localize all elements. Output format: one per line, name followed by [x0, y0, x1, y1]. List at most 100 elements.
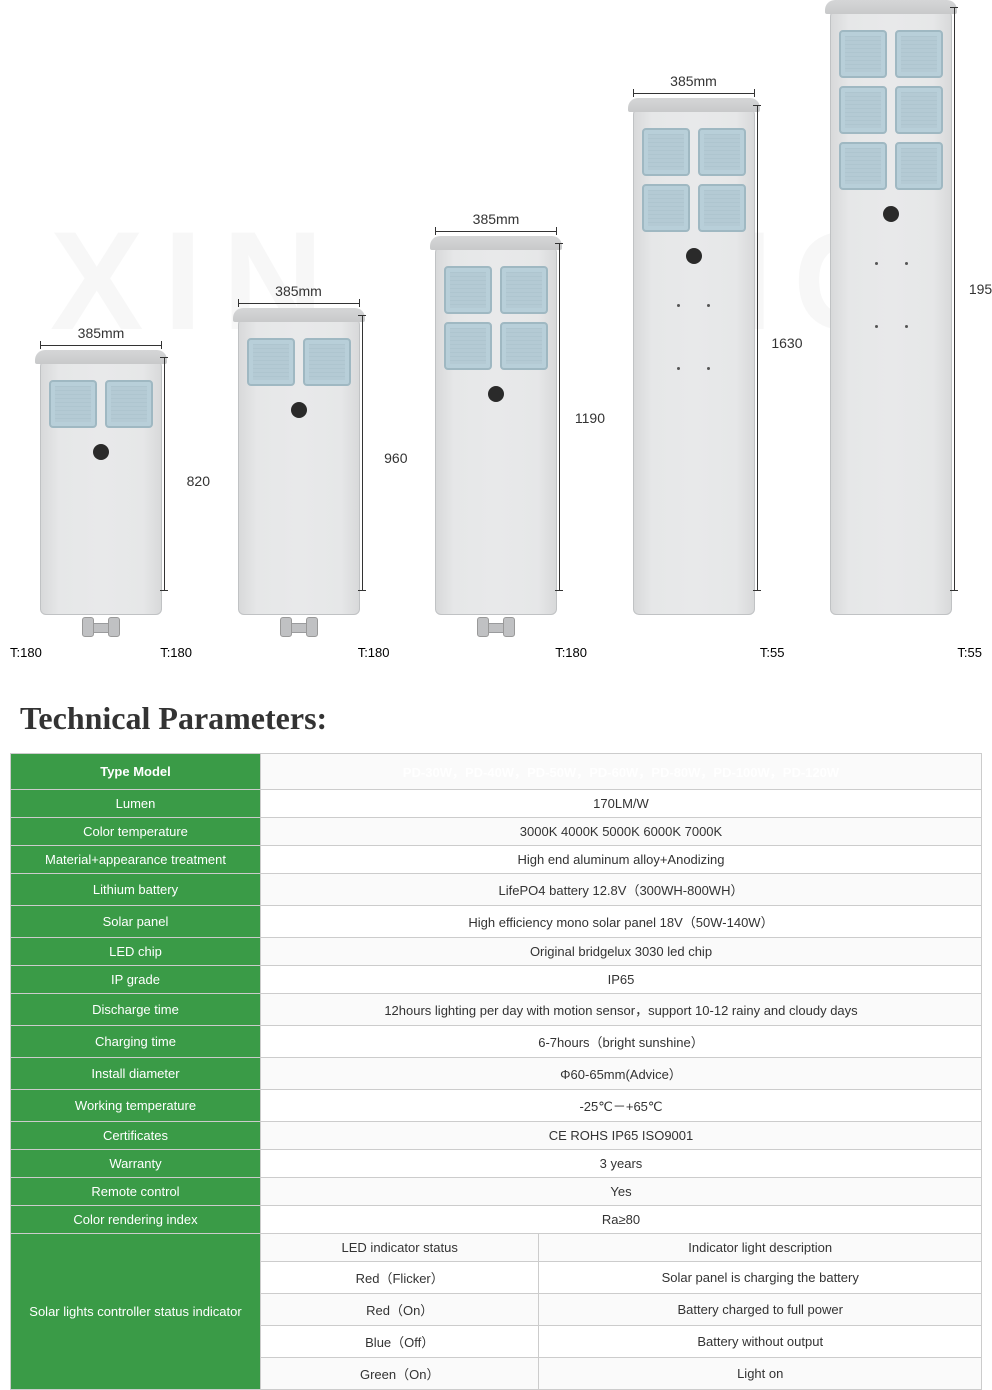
led-panel — [895, 30, 943, 78]
led-panel-grid — [436, 244, 556, 370]
height-label: 820 — [187, 473, 210, 489]
row-value: Φ60-65mm(Advice） — [261, 1058, 982, 1090]
section-title: Technical Parameters: — [20, 700, 982, 737]
row-label: Working temperature — [11, 1090, 261, 1122]
status-col1-header: LED indicator status — [261, 1234, 539, 1262]
height-label: 1630 — [771, 335, 802, 351]
led-panel — [303, 338, 351, 386]
status-value: Green（On） — [261, 1358, 539, 1390]
row-label: LED chip — [11, 938, 261, 966]
mounting-dots — [634, 304, 754, 307]
led-panel — [698, 184, 746, 232]
row-value: 12hours lighting per day with motion sen… — [261, 994, 982, 1026]
thickness-right: T:180 — [160, 645, 192, 660]
status-desc: Solar panel is charging the battery — [539, 1262, 982, 1294]
height-label: 960 — [384, 450, 407, 466]
led-panel — [895, 86, 943, 134]
product-unit: 385mm1630T:55 — [603, 73, 785, 660]
thickness-labels: T:55 — [603, 645, 785, 660]
led-panel — [247, 338, 295, 386]
table-row: Solar panelHigh efficiency mono solar pa… — [11, 906, 982, 938]
led-panel — [49, 380, 97, 428]
led-panel — [839, 30, 887, 78]
table-row: Charging time6-7hours（bright sunshine） — [11, 1026, 982, 1058]
table-row: Working temperature-25℃－+65℃ — [11, 1090, 982, 1122]
led-panel — [642, 184, 690, 232]
light-body — [40, 357, 162, 615]
table-row: Discharge time12hours lighting per day w… — [11, 994, 982, 1026]
row-value: 170LM/W — [261, 790, 982, 818]
led-panel — [444, 322, 492, 370]
table-header-row: Type Model PD-30W，PD-40W，PD-50W，PD-60W，P… — [11, 754, 982, 790]
width-label: 385mm — [473, 211, 520, 227]
table-row: Material+appearance treatmentHigh end al… — [11, 846, 982, 874]
height-rule — [954, 7, 982, 591]
table-row: Warranty3 years — [11, 1150, 982, 1178]
row-label: Lithium battery — [11, 874, 261, 906]
light-body — [633, 105, 755, 615]
led-panel-grid — [634, 106, 754, 232]
width-label: 385mm — [78, 325, 125, 341]
row-label: Certificates — [11, 1122, 261, 1150]
status-label: Solar lights controller status indicator — [11, 1234, 261, 1390]
row-value: IP65 — [261, 966, 982, 994]
mount-bracket — [471, 615, 521, 641]
status-desc: Light on — [539, 1358, 982, 1390]
status-value: Red（Flicker） — [261, 1262, 539, 1294]
thickness-labels: T:55 — [800, 645, 982, 660]
thickness-right: T:55 — [957, 645, 982, 660]
light-body — [830, 7, 952, 615]
product-unit: 385mm960T:180 — [208, 283, 390, 660]
table-row: CertificatesCE ROHS IP65 ISO9001 — [11, 1122, 982, 1150]
row-value: Yes — [261, 1178, 982, 1206]
row-label: Discharge time — [11, 994, 261, 1026]
thickness-right: T:180 — [555, 645, 587, 660]
light-body — [435, 243, 557, 615]
light-body — [238, 315, 360, 615]
led-panel — [500, 266, 548, 314]
table-row: IP gradeIP65 — [11, 966, 982, 994]
led-panel — [895, 142, 943, 190]
table-row: Lithium batteryLifePO4 battery 12.8V（300… — [11, 874, 982, 906]
status-header-row: Solar lights controller status indicator… — [11, 1234, 982, 1262]
table-row: LED chipOriginal bridgelux 3030 led chip — [11, 938, 982, 966]
header-value: PD-30W，PD-40W，PD-50W，PD-60W，PD-80W，PD-10… — [261, 754, 982, 790]
thickness-labels: T:180T:180 — [10, 645, 192, 660]
height-label: 1950 — [969, 281, 992, 297]
spec-table: Type Model PD-30W，PD-40W，PD-50W，PD-60W，P… — [10, 753, 982, 1390]
mounting-dots — [831, 262, 951, 265]
row-label: Remote control — [11, 1178, 261, 1206]
sensor-icon — [883, 206, 899, 222]
width-label: 385mm — [275, 283, 322, 299]
mount-bracket — [76, 615, 126, 641]
row-value: CE ROHS IP65 ISO9001 — [261, 1122, 982, 1150]
row-value: High end aluminum alloy+Anodizing — [261, 846, 982, 874]
led-panel — [839, 142, 887, 190]
led-panel — [500, 322, 548, 370]
row-value: 3 years — [261, 1150, 982, 1178]
product-unit: 385mm820T:180T:180 — [10, 325, 192, 660]
sensor-icon — [93, 444, 109, 460]
status-value: Blue（Off） — [261, 1326, 539, 1358]
led-panel — [444, 266, 492, 314]
led-panel-grid — [41, 358, 161, 428]
row-value: -25℃－+65℃ — [261, 1090, 982, 1122]
table-row: Color rendering indexRa≥80 — [11, 1206, 982, 1234]
status-col2-header: Indicator light description — [539, 1234, 982, 1262]
status-desc: Battery charged to full power — [539, 1294, 982, 1326]
table-row: Lumen170LM/W — [11, 790, 982, 818]
mounting-dots — [831, 325, 951, 328]
row-label: IP grade — [11, 966, 261, 994]
row-label: Lumen — [11, 790, 261, 818]
product-diagram-row: XIN NG 385mm820T:180T:180385mm960T:18038… — [10, 0, 982, 660]
row-label: Color temperature — [11, 818, 261, 846]
led-panel — [105, 380, 153, 428]
table-row: Install diameterΦ60-65mm(Advice） — [11, 1058, 982, 1090]
row-value: 6-7hours（bright sunshine） — [261, 1026, 982, 1058]
sensor-icon — [686, 248, 702, 264]
led-panel — [642, 128, 690, 176]
led-panel — [839, 86, 887, 134]
thickness-right: T:55 — [760, 645, 785, 660]
row-label: Warranty — [11, 1150, 261, 1178]
row-label: Material+appearance treatment — [11, 846, 261, 874]
